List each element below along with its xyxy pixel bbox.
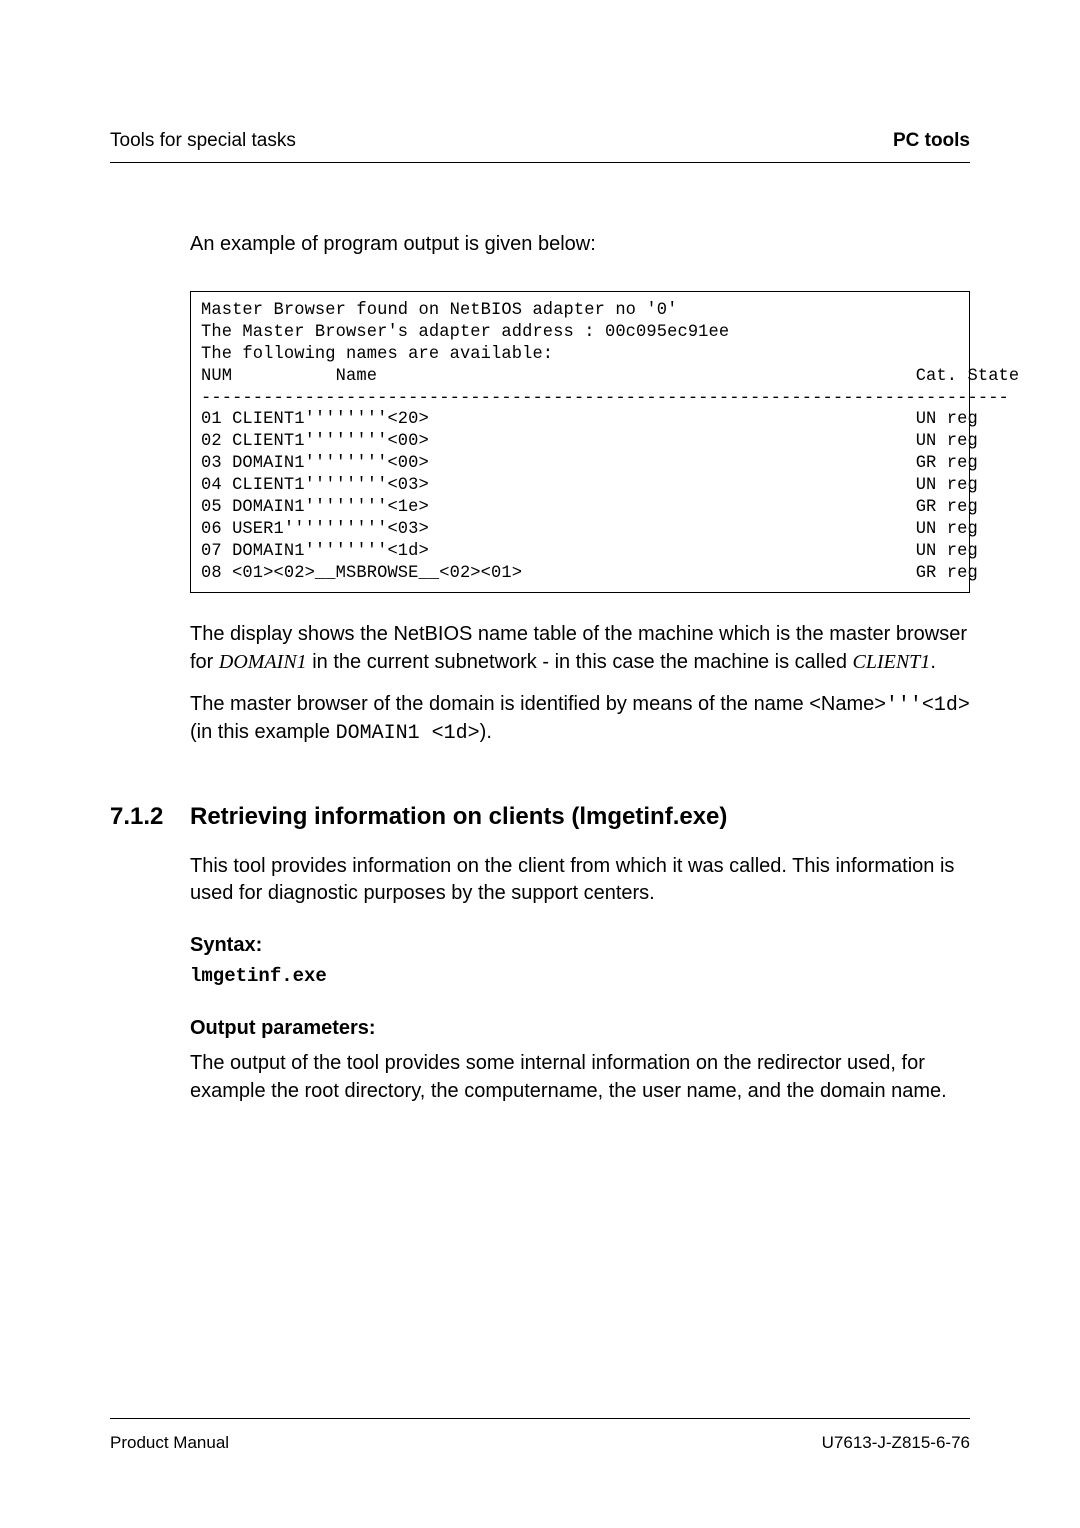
text: in the current subnetwork - in this case… — [307, 651, 853, 673]
code-line: Master Browser found on NetBIOS adapter … — [201, 301, 677, 320]
output-parameters-description: The output of the tool provides some int… — [190, 1050, 970, 1105]
footer-left: Product Manual — [110, 1433, 229, 1453]
text: . — [930, 651, 936, 673]
code-line: ----------------------------------------… — [201, 389, 1009, 408]
section-title: Retrieving information on clients (lmget… — [190, 803, 727, 831]
code-line: 01 CLIENT1''''''''<20> UN reg — [201, 410, 978, 429]
header-right: PC tools — [893, 130, 970, 152]
intro-text: An example of program output is given be… — [190, 233, 970, 256]
code-line: 05 DOMAIN1''''''''<1e> GR reg — [201, 498, 978, 517]
text: The master browser of the domain is iden… — [190, 693, 886, 715]
syntax-heading: Syntax: — [190, 934, 970, 957]
paragraph-display-description: The display shows the NetBIOS name table… — [190, 621, 970, 676]
code-line: 06 USER1''''''''''<03> UN reg — [201, 520, 978, 539]
code-line: 02 CLIENT1''''''''<00> UN reg — [201, 432, 978, 451]
syntax-code: lmgetinf.exe — [190, 965, 970, 987]
code-line: The Master Browser's adapter address : 0… — [201, 323, 729, 342]
page-footer: Product Manual U7613-J-Z815-6-76 — [110, 1418, 970, 1453]
code-line: 07 DOMAIN1''''''''<1d> UN reg — [201, 542, 978, 561]
text: ). — [480, 721, 492, 743]
code-line: 04 CLIENT1''''''''<03> UN reg — [201, 476, 978, 495]
running-head: Tools for special tasks PC tools — [110, 130, 970, 163]
section-heading-row: 7.1.2 Retrieving information on clients … — [110, 803, 970, 831]
paragraph-master-browser: The master browser of the domain is iden… — [190, 691, 970, 748]
header-left: Tools for special tasks — [110, 130, 296, 152]
code-line: The following names are available: — [201, 345, 553, 364]
section-description: This tool provides information on the cl… — [190, 853, 970, 908]
domain-name-italic: DOMAIN1 — [219, 651, 307, 673]
text: (in this example — [190, 721, 336, 743]
program-output-box: Master Browser found on NetBIOS adapter … — [190, 291, 970, 593]
output-parameters-heading: Output parameters: — [190, 1017, 970, 1040]
client-name-italic: CLIENT1 — [853, 651, 931, 673]
mono-text: '''<1d> — [886, 694, 970, 717]
code-line: 08 <01><02>__MSBROWSE__<02><01> GR reg — [201, 564, 978, 583]
code-line: 03 DOMAIN1''''''''<00> GR reg — [201, 454, 978, 473]
section-number: 7.1.2 — [110, 803, 190, 831]
code-line: NUM Name Cat. State — [201, 367, 1019, 386]
mono-text: DOMAIN1 <1d> — [336, 722, 480, 745]
footer-right: U7613-J-Z815-6-76 — [822, 1433, 970, 1453]
